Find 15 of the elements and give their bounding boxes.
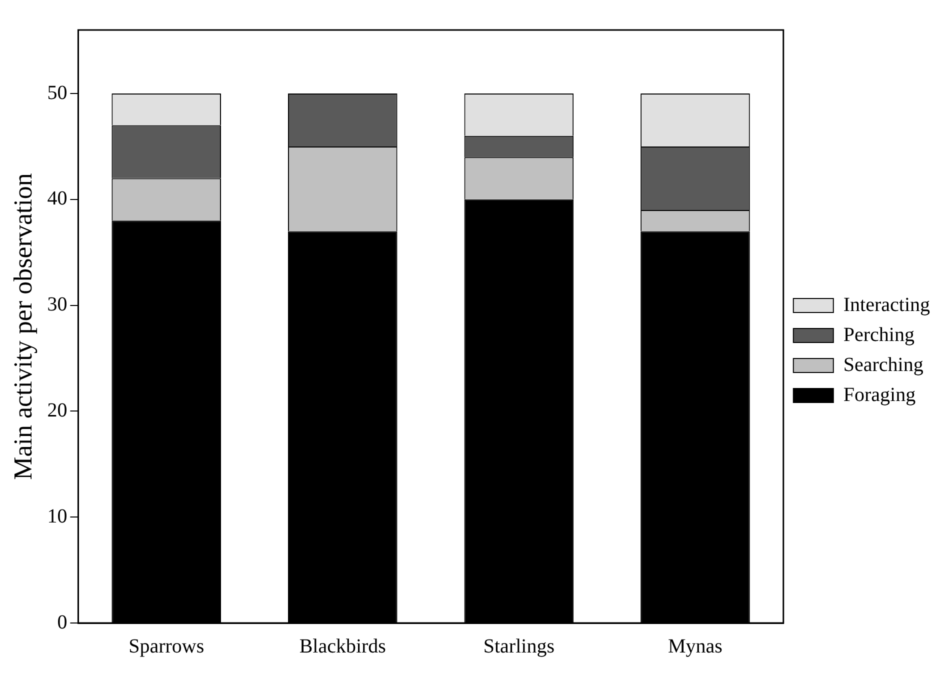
x-tick-label: Blackbirds xyxy=(299,635,386,658)
y-axis-title: Main activity per observation xyxy=(8,173,38,480)
legend-label: Searching xyxy=(843,354,924,376)
legend-label: Foraging xyxy=(843,384,916,406)
y-tick-label: 40 xyxy=(47,188,68,210)
y-tick-label: 0 xyxy=(57,611,68,634)
y-tick-label: 10 xyxy=(47,505,68,528)
legend-label: Interacting xyxy=(843,294,930,316)
y-tick-label: 50 xyxy=(47,82,68,104)
x-tick-label: Mynas xyxy=(668,635,723,658)
y-tick-label: 20 xyxy=(47,399,68,422)
x-tick-label: Sparrows xyxy=(128,635,204,658)
x-tick-label: Starlings xyxy=(483,635,555,658)
legend-label: Perching xyxy=(843,324,914,346)
y-tick-label: 30 xyxy=(47,294,68,316)
